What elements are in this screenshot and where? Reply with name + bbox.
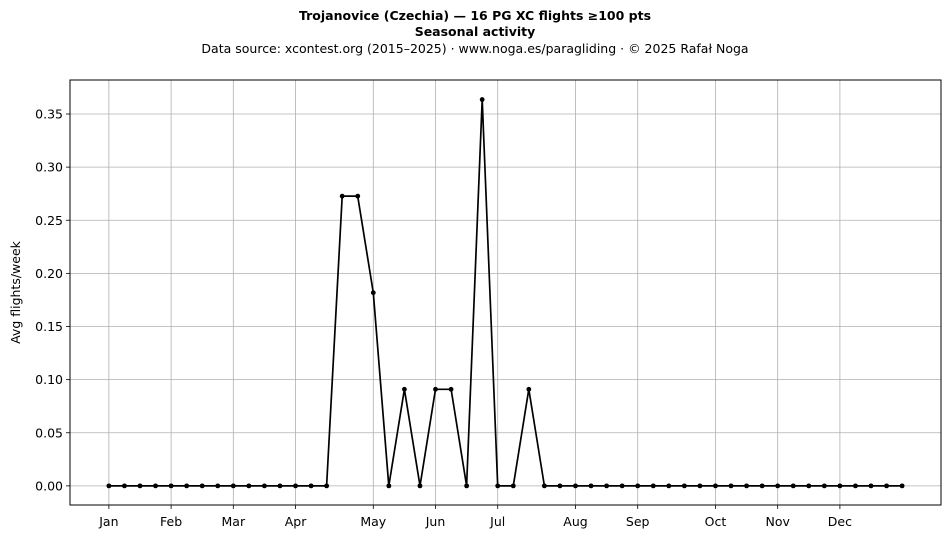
chart-titles: Trojanovice (Czechia) — 16 PG XC flights… xyxy=(0,8,950,58)
data-point xyxy=(464,483,470,489)
x-tick-label: Mar xyxy=(222,514,246,529)
data-point xyxy=(573,483,578,489)
data-point xyxy=(588,483,594,489)
data-point xyxy=(339,193,345,199)
data-point xyxy=(215,483,221,489)
data-point xyxy=(137,483,143,489)
data-point xyxy=(884,483,889,489)
y-tick-label: 0.25 xyxy=(35,213,63,228)
data-point xyxy=(853,483,858,489)
series-line xyxy=(108,98,903,487)
data-point xyxy=(681,483,687,489)
data-point xyxy=(199,483,205,489)
data-point xyxy=(775,483,781,489)
data-point xyxy=(479,97,485,102)
x-tick-label: Apr xyxy=(285,514,307,529)
data-point xyxy=(293,483,298,489)
x-tick-label: May xyxy=(360,514,386,529)
data-point xyxy=(495,483,501,489)
y-tick-label: 0.10 xyxy=(35,372,63,387)
data-point xyxy=(370,290,376,296)
data-point xyxy=(744,483,749,489)
data-point xyxy=(806,483,812,489)
data-point xyxy=(619,483,625,489)
y-tick-label: 0.15 xyxy=(35,319,63,334)
data-point xyxy=(759,483,765,489)
y-tick-label: 0.00 xyxy=(35,478,63,493)
data-point xyxy=(308,483,314,489)
data-point xyxy=(230,483,236,489)
data-point xyxy=(697,483,703,489)
chart-caption: Data source: xcontest.org (2015–2025) · … xyxy=(201,41,749,56)
x-tick-label: Jul xyxy=(489,514,505,529)
data-point xyxy=(168,483,174,489)
data-point xyxy=(448,386,454,392)
data-point xyxy=(246,483,252,489)
data-point xyxy=(713,483,718,489)
x-tick-label: Oct xyxy=(705,514,727,529)
data-point xyxy=(868,483,874,489)
data-point xyxy=(153,483,158,489)
data-point xyxy=(510,483,516,489)
data-point xyxy=(277,483,283,489)
data-point xyxy=(324,483,330,489)
data-point xyxy=(402,386,407,392)
data-point xyxy=(790,483,796,489)
x-tick-label: Feb xyxy=(160,514,182,529)
data-point xyxy=(433,386,438,392)
x-tick-label: Jan xyxy=(98,514,118,529)
y-tick-label: 0.30 xyxy=(35,160,63,175)
data-point xyxy=(541,483,547,489)
y-tick-label: 0.05 xyxy=(35,425,63,440)
data-point xyxy=(417,483,423,489)
data-point xyxy=(821,483,827,489)
x-tick-label: Nov xyxy=(765,514,790,529)
data-point xyxy=(557,483,563,489)
data-point xyxy=(604,483,609,489)
x-tick-label: Jun xyxy=(425,514,446,529)
x-tick-label: Dec xyxy=(828,514,852,529)
axis-ticks: 0.00 0.05 0.10 0.15 0.20 0.25 0.30 0.35 Jan Feb Ma… xyxy=(35,107,852,530)
data-point xyxy=(837,483,843,489)
data-point xyxy=(184,483,190,489)
x-tick-label: Aug xyxy=(563,514,587,529)
chart-title: Trojanovice (Czechia) — 16 PG XC flights… xyxy=(298,8,652,23)
plot-frame xyxy=(69,79,942,506)
data-point xyxy=(728,483,734,489)
data-point xyxy=(635,483,641,489)
grid-lines xyxy=(70,80,941,505)
y-tick-label: 0.20 xyxy=(35,266,63,281)
data-point xyxy=(355,193,361,199)
data-point xyxy=(666,483,672,489)
series-layer xyxy=(106,97,905,489)
y-axis-label: Avg flights/week xyxy=(8,240,23,344)
data-point xyxy=(122,483,127,489)
data-point xyxy=(899,483,905,489)
data-point xyxy=(106,483,112,489)
data-point xyxy=(650,483,656,489)
chart-subtitle: Seasonal activity xyxy=(414,24,536,39)
data-point xyxy=(262,483,267,489)
data-point xyxy=(526,386,532,392)
data-point xyxy=(386,483,392,489)
y-tick-label: 0.35 xyxy=(35,107,63,122)
x-tick-label: Sep xyxy=(626,514,650,529)
